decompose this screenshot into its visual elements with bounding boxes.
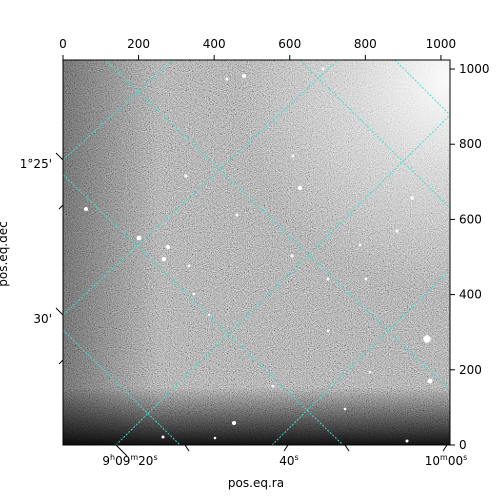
star [410, 196, 414, 200]
star [242, 74, 246, 78]
pixel-y-axis: 0 200 400 600 800 1000 [450, 62, 490, 452]
x-axis-title: pos.eq.ra [228, 476, 284, 490]
dec-tick-label-1: 30' [33, 312, 52, 326]
dec-tick-mark [58, 204, 64, 210]
dec-tick-label-0: 1°25' [20, 157, 52, 171]
grid-line [299, 60, 450, 209]
grid-line [63, 329, 181, 445]
pixel-y-tick-label: 1000 [459, 62, 490, 76]
star [187, 264, 191, 268]
star [326, 277, 330, 281]
pixel-x-tick-label: 0 [59, 37, 67, 51]
pixel-x-tick-label: 400 [203, 37, 226, 51]
y-axis-title: pos.eq.dec [0, 221, 10, 286]
star [297, 185, 303, 191]
ra-tick-mark [184, 444, 190, 452]
star [423, 335, 431, 343]
star [161, 435, 165, 439]
star [136, 235, 142, 241]
pixel-y-tick-label: 200 [459, 363, 482, 377]
star [225, 77, 229, 81]
star [271, 384, 275, 388]
pixel-x-tick-label: 800 [354, 37, 377, 51]
plot-frame [62, 59, 451, 446]
star [368, 370, 372, 374]
ra-tick-mark [344, 444, 350, 452]
ra-tick-mark [442, 444, 448, 452]
pixel-x-tick-label: 600 [278, 37, 301, 51]
star [358, 243, 362, 247]
grid-line [115, 114, 450, 445]
star [213, 436, 217, 440]
pixel-y-tick-label: 600 [459, 212, 482, 226]
star [166, 245, 170, 249]
star [161, 256, 167, 262]
ra-axis: 9h09m20s 40s 10m00s pos.eq.ra [102, 444, 468, 490]
pixel-y-tick-label: 800 [459, 137, 482, 151]
dec-tick-mark [58, 359, 64, 365]
grid-line [63, 173, 344, 445]
ra-tick-label-0: 9h09m20s [102, 453, 157, 468]
dec-tick-mark [55, 307, 64, 316]
image-bright-glow [63, 60, 450, 445]
grid-line [394, 60, 450, 116]
star [290, 254, 294, 258]
star [364, 277, 368, 281]
ra-tick-mark [283, 444, 289, 452]
pixel-x-axis: 0 200 400 600 800 1000 [59, 37, 456, 60]
grid-line [63, 60, 339, 316]
grid-line [271, 269, 450, 445]
pixel-x-tick-label: 1000 [426, 37, 457, 51]
star [321, 67, 325, 71]
pixel-x-tick-label: 200 [127, 37, 150, 51]
star [405, 439, 409, 443]
star [192, 292, 196, 296]
star [235, 213, 239, 217]
ra-tick-mark [115, 444, 128, 457]
star [343, 407, 347, 411]
dec-axis: 1°25' 30' pos.eq.dec [0, 152, 64, 365]
pixel-y-tick-label: 0 [459, 438, 467, 452]
coordinate-grid [63, 60, 450, 445]
star [395, 229, 399, 233]
image-area [63, 60, 450, 445]
star [427, 378, 433, 384]
pixel-y-tick-label: 400 [459, 288, 482, 302]
star [326, 329, 330, 333]
ra-tick-label-1: 40s [279, 453, 298, 468]
stars [84, 67, 433, 443]
grid-line [104, 60, 450, 391]
star [84, 207, 88, 211]
dec-tick-mark [55, 152, 64, 161]
ra-tick-label-2: 10m00s [425, 453, 468, 468]
star [291, 154, 295, 158]
star [184, 174, 188, 178]
grid-line [63, 60, 174, 161]
star [232, 421, 236, 425]
